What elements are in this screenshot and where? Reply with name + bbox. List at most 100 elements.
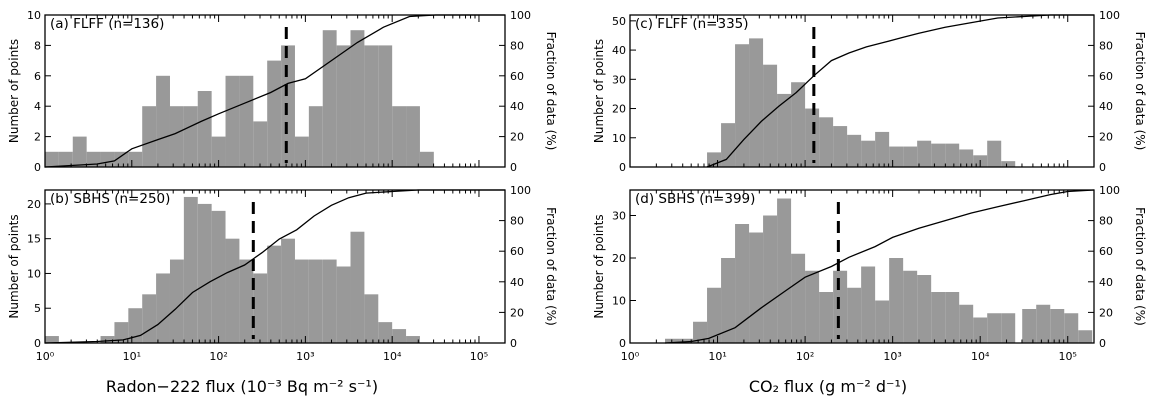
histogram-bar: [721, 258, 736, 343]
y-tick-label: 20: [27, 198, 41, 211]
y-right-tick-label: 20: [1099, 306, 1113, 319]
y-axis-label-left: Number of points: [7, 214, 21, 318]
y-right-tick-label: 0: [510, 337, 517, 350]
histogram-bar: [267, 245, 282, 343]
y-tick-label: 30: [612, 73, 626, 86]
histogram-bar: [350, 231, 365, 343]
histogram-bar: [805, 270, 820, 343]
histogram-bar: [392, 106, 407, 167]
y-right-tick-label: 60: [1099, 245, 1113, 258]
right-x-axis-label: CO₂ flux (g m⁻² d⁻¹): [749, 377, 907, 396]
y-tick-label: 10: [612, 132, 626, 145]
x-tick-label: 10⁰: [621, 350, 640, 363]
y-axis-label-right: Fraction of data (%): [544, 32, 558, 151]
y-axis-label-right: Fraction of data (%): [1133, 207, 1147, 326]
y-right-tick-label: 100: [1099, 184, 1120, 197]
x-tick-label: 10²: [209, 350, 227, 363]
histogram-bar: [861, 266, 876, 343]
panel-label: (a) FLFF (n=136): [50, 16, 164, 32]
histogram-bar: [45, 336, 59, 343]
y-right-tick-label: 60: [510, 245, 524, 258]
y-tick-label: 4: [34, 100, 41, 113]
y-axis-label-right: Fraction of data (%): [544, 207, 558, 326]
histogram-bar: [253, 273, 268, 343]
y-tick-label: 5: [34, 302, 41, 315]
plot-frame: [629, 14, 1095, 168]
y-tick-label: 50: [612, 15, 626, 28]
y-tick-label: 20: [612, 252, 626, 265]
histogram-bar: [142, 106, 157, 167]
histogram-bar: [322, 30, 337, 168]
histogram-bar: [819, 117, 834, 167]
plot-frame: [44, 14, 506, 168]
histogram-bar: [903, 270, 918, 343]
y-tick-label: 8: [34, 39, 41, 52]
histogram-bar: [156, 273, 170, 343]
histogram-bar: [735, 44, 750, 167]
histogram-bar: [336, 45, 351, 167]
y-axis-label-left: Number of points: [592, 214, 606, 318]
x-tick-label: 10⁴: [971, 350, 990, 363]
y-tick-label: 0: [619, 161, 626, 174]
y-right-tick-label: 80: [1099, 215, 1113, 228]
histogram-bar: [239, 75, 254, 167]
histogram-bar: [1036, 304, 1051, 343]
y-tick-label: 10: [612, 295, 626, 308]
y-tick-label: 40: [612, 44, 626, 57]
histogram-bar: [114, 322, 129, 343]
x-tick-label: 10³: [296, 350, 314, 363]
y-tick-label: 0: [34, 337, 41, 350]
histogram-bar: [294, 136, 309, 167]
histogram-bar: [1001, 161, 1016, 167]
x-tick-label: 10⁰: [36, 350, 55, 363]
y-right-tick-label: 40: [1099, 100, 1113, 113]
y-right-tick-label: 20: [510, 306, 524, 319]
panel-2: 10⁰ 10¹ 10² 10³ 10⁴ 10⁵ 0 5 10 15 20 0 20 40 60 80 100 (b…: [7, 184, 558, 363]
histogram-bar: [833, 270, 848, 343]
histogram-bar: [1001, 313, 1016, 343]
histogram-bar: [1050, 309, 1065, 343]
histogram-bar: [100, 336, 115, 343]
histogram-bar: [847, 287, 862, 343]
panel-label: (d) SBHS (n=399): [635, 191, 755, 207]
cumulative-fraction-line: [706, 14, 1094, 168]
histogram-bar: [917, 140, 932, 167]
y-tick-label: 20: [612, 103, 626, 116]
y-tick-label: 10: [27, 267, 41, 280]
histogram-bar: [987, 313, 1002, 343]
y-right-tick-label: 100: [510, 9, 531, 22]
cumulative-fraction-line: [44, 14, 505, 168]
histogram-bar: [861, 140, 876, 167]
histogram-bar: [847, 134, 862, 167]
y-right-tick-label: 40: [1099, 276, 1113, 289]
y-tick-label: 10: [27, 9, 41, 22]
y-right-tick-label: 20: [1099, 131, 1113, 144]
cumulative-fraction-line: [664, 189, 1095, 344]
histogram-bar: [749, 232, 764, 343]
histogram-bar: [267, 60, 282, 167]
y-tick-label: 30: [612, 210, 626, 223]
histogram-bar: [791, 253, 806, 343]
histogram-bar: [833, 126, 848, 167]
histogram-bar: [308, 106, 323, 167]
panel-4: 10⁰ 10¹ 10² 10³ 10⁴ 10⁵ 0 10 20 30 0 20 40 60 80 100 (d)…: [592, 184, 1147, 363]
histogram-bar: [959, 149, 974, 167]
histogram-bar: [875, 131, 890, 167]
histogram-bar: [805, 108, 820, 167]
y-right-tick-label: 60: [510, 70, 524, 83]
x-tick-label: 10⁵: [470, 350, 488, 363]
histogram-bar: [114, 151, 129, 167]
y-tick-label: 0: [34, 161, 41, 174]
y-right-tick-label: 60: [1099, 70, 1113, 83]
y-axis-label-right: Fraction of data (%): [1133, 32, 1147, 151]
panel-label: (b) SBHS (n=250): [50, 191, 170, 207]
histogram-bar: [308, 259, 323, 343]
y-right-tick-label: 40: [510, 276, 524, 289]
histogram-bar: [987, 140, 1002, 167]
y-right-tick-label: 100: [510, 184, 531, 197]
histogram-bar: [749, 38, 764, 168]
histogram-bar: [378, 322, 393, 343]
x-tick-label: 10⁴: [383, 350, 402, 363]
histogram-bar: [253, 121, 268, 167]
x-tick-label: 10³: [883, 350, 901, 363]
